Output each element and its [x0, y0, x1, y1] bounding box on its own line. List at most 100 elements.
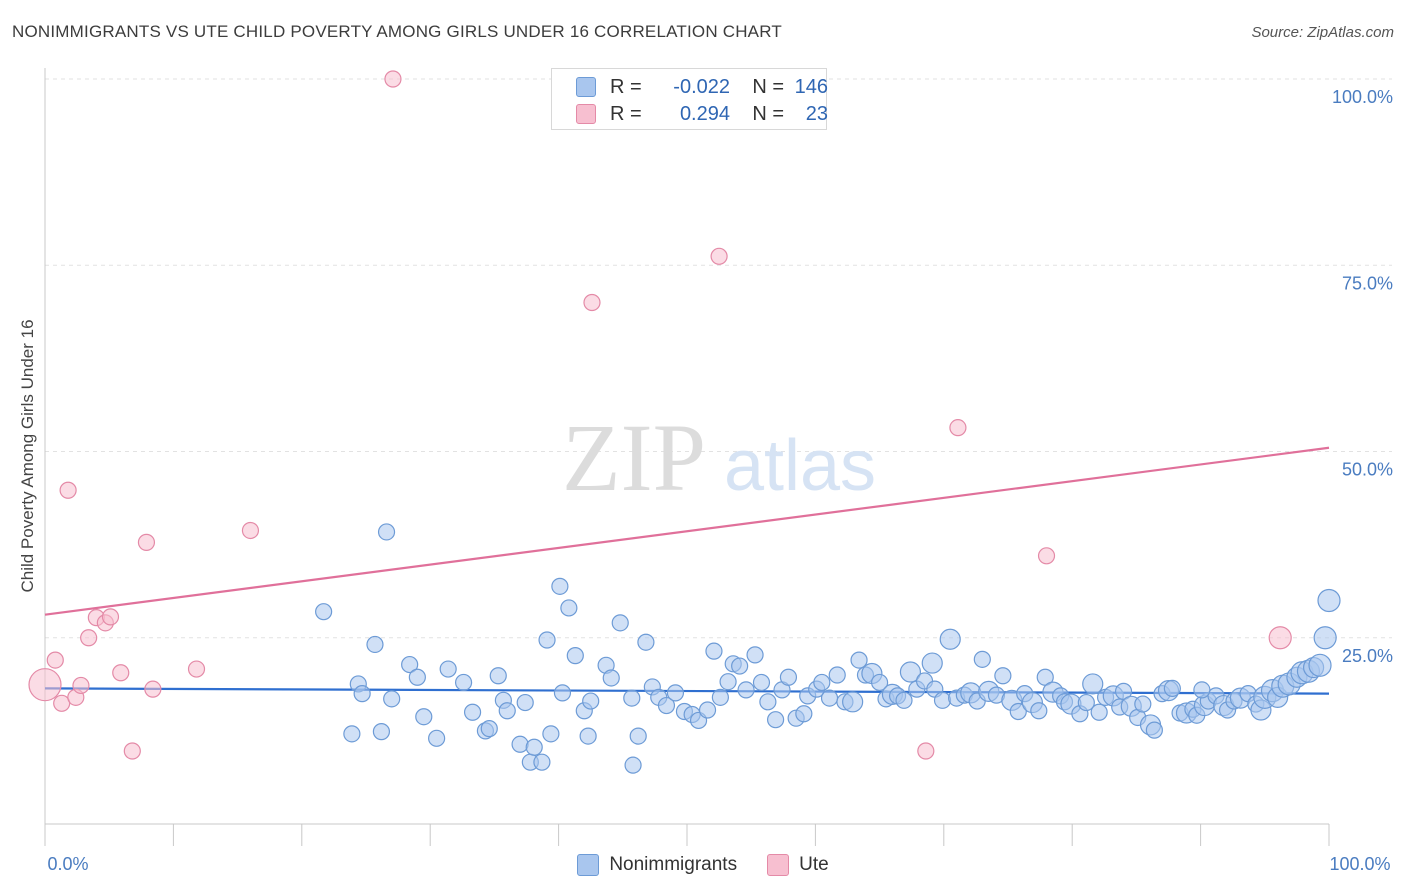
nonimmigrants-point: [698, 701, 717, 719]
nonimmigrants-point: [921, 652, 943, 674]
ute-point: [59, 481, 77, 499]
nonimmigrants-point: [353, 685, 371, 703]
ute-point: [917, 742, 935, 760]
nonimmigrants-point: [401, 655, 419, 674]
x-tick-labels: 0.0% 100.0%: [47, 854, 1390, 874]
nonimmigrants-point: [582, 692, 600, 710]
nonimmigrants-point: [766, 711, 785, 729]
legend-r-label: R =: [610, 75, 642, 98]
nonimmigrants-point: [737, 681, 755, 699]
nonimmigrants-point: [895, 691, 913, 709]
ute-point: [144, 680, 162, 698]
nonimmigrants-point: [759, 693, 777, 711]
nonimmigrants-point: [533, 753, 551, 771]
ute-point: [710, 247, 728, 265]
nonimmigrants-point: [611, 614, 629, 632]
nonimmigrants-point: [850, 651, 868, 669]
ute-point: [384, 70, 402, 88]
axes: [44, 68, 1330, 846]
nonimmigrants-point: [746, 646, 764, 664]
nonimmigrants-point: [343, 725, 361, 743]
ute-point: [101, 608, 120, 626]
legend-swatch-pink: [767, 854, 790, 876]
ute-point: [72, 676, 90, 695]
legend-n-value: 23: [805, 102, 828, 125]
nonimmigrants-trend-line: [44, 687, 1330, 695]
nonimmigrants-point: [1077, 693, 1095, 712]
nonimmigrants-point: [566, 647, 584, 665]
y-tick-label: 100.0%: [1332, 87, 1393, 107]
legend-r-value: -0.022: [673, 75, 730, 98]
legend-label-nonimmigrants: Nonimmigrants: [609, 854, 738, 875]
nonimmigrants-point: [553, 684, 572, 702]
legend-r-label: R =: [610, 102, 642, 125]
nonimmigrants-point: [498, 702, 516, 720]
legend-item-ute: Ute: [767, 854, 829, 876]
watermark-atlas: atlas: [724, 426, 876, 506]
y-tick-label: 50.0%: [1342, 460, 1393, 480]
nonimmigrants-point: [623, 689, 641, 707]
nonimmigrants-point: [752, 673, 771, 692]
legend-swatch-pink: [576, 104, 596, 124]
nonimmigrants-point: [511, 735, 529, 753]
nonimmigrants-point: [1193, 681, 1211, 699]
nonimmigrants-point: [629, 727, 647, 745]
ute-points: [28, 70, 1292, 760]
ute-point: [949, 419, 967, 437]
correlation-legend: R = -0.022 N = 146 R = 0.294 N = 23: [551, 68, 828, 130]
source-label: Source: ZipAtlas.com: [1251, 24, 1394, 41]
nonimmigrants-point: [551, 577, 569, 595]
legend-r-value: 0.294: [679, 102, 730, 125]
nonimmigrants-point: [994, 667, 1012, 685]
nonimmigrants-point: [1145, 721, 1163, 739]
nonimmigrants-point: [705, 642, 723, 660]
nonimmigrants-point: [731, 657, 749, 675]
nonimmigrants-point: [428, 729, 446, 747]
nonimmigrants-point: [372, 723, 391, 741]
nonimmigrants-point: [1317, 588, 1341, 613]
y-tick-label: 25.0%: [1342, 646, 1393, 666]
ute-point: [28, 668, 62, 702]
nonimmigrants-point: [1313, 626, 1337, 650]
nonimmigrants-point: [516, 693, 534, 712]
nonimmigrants-point: [820, 689, 839, 707]
nonimmigrants-point: [1009, 702, 1027, 721]
nonimmigrants-point: [439, 660, 457, 678]
legend-swatch-blue: [576, 77, 596, 97]
nonimmigrants-point: [666, 684, 685, 702]
legend-label-ute: Ute: [799, 854, 829, 875]
nonimmigrants-point: [933, 691, 952, 709]
nonimmigrants-point: [377, 523, 396, 541]
legend-row-nonimmigrants: R = -0.022 N = 146: [576, 74, 828, 100]
legend-swatch-blue: [577, 854, 600, 876]
legend-n-label: N =: [752, 102, 784, 125]
nonimmigrants-point: [719, 673, 737, 691]
ute-trend-line: [44, 446, 1330, 616]
watermark-zip: ZIP: [562, 404, 706, 511]
nonimmigrants-point: [579, 727, 597, 745]
nonimmigrants-point: [454, 673, 473, 692]
ute-point: [187, 660, 206, 678]
nonimmigrants-point: [315, 603, 333, 621]
ute-point: [241, 521, 260, 540]
x-tick-label: 0.0%: [47, 854, 88, 874]
legend-item-nonimmigrants: Nonimmigrants: [577, 854, 737, 876]
nonimmigrants-point: [842, 691, 864, 713]
nonimmigrants-point: [828, 666, 846, 684]
nonimmigrants-point: [463, 703, 482, 721]
nonimmigrants-point: [795, 705, 813, 723]
grid-lines: [45, 78, 1392, 639]
nonimmigrants-point: [711, 688, 729, 706]
nonimmigrants-point: [489, 667, 507, 685]
y-tick-labels: 25.0% 50.0% 75.0% 100.0%: [1332, 87, 1393, 666]
nonimmigrants-point: [637, 633, 655, 651]
chart-title: NONIMMIGRANTS VS UTE CHILD POVERTY AMONG…: [12, 22, 782, 41]
nonimmigrants-point: [560, 599, 578, 617]
ute-point: [1037, 547, 1056, 565]
y-tick-label: 75.0%: [1342, 273, 1393, 293]
nonimmigrants-point: [813, 673, 831, 692]
nonimmigrants-point: [779, 668, 798, 686]
ute-point: [1268, 626, 1292, 650]
nonimmigrants-point: [1082, 673, 1104, 695]
